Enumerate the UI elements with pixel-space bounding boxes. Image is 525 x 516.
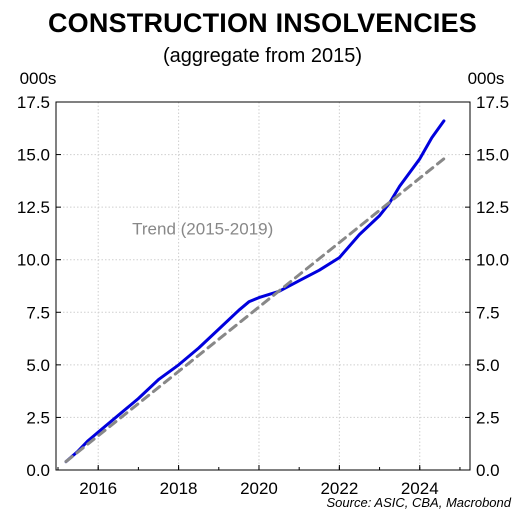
x-tick-label: 2022 <box>320 479 358 498</box>
source-note: Source: ASIC, CBA, Macrobond <box>326 495 512 510</box>
y-tick-label-right: 5.0 <box>476 356 500 375</box>
x-tick-label: 2024 <box>401 479 439 498</box>
y-tick-label-right: 7.5 <box>476 303 500 322</box>
plot-frame <box>55 101 471 471</box>
y-tick-label-right: 0.0 <box>476 461 500 480</box>
y-tick-label-right: 12.5 <box>476 198 509 217</box>
x-tick-label: 2016 <box>79 479 117 498</box>
x-tick-label: 2018 <box>160 479 198 498</box>
insolvencies-line <box>64 119 446 464</box>
series-group <box>64 119 446 464</box>
chart-labels: 0.0 0.0 2.5 2.5 5.0 5.0 7.5 7.5 10.0 10.0 12.5 12.5… <box>17 69 509 498</box>
y-tick-label-left: 10.0 <box>17 251 50 270</box>
y-tick-label-left: 12.5 <box>17 198 50 217</box>
y-tick-label-left: 2.5 <box>26 408 50 427</box>
chart-subtitle: (aggregate from 2015) <box>162 45 362 67</box>
y-unit-label-left: 000s <box>20 69 57 88</box>
trend-annotation: Trend (2015-2019) <box>132 219 273 238</box>
chart-title: CONSTRUCTION INSOLVENCIES <box>47 8 478 38</box>
x-tick-label: 2020 <box>240 479 278 498</box>
y-tick-label-right: 10.0 <box>476 251 509 270</box>
y-tick-label-left: 17.5 <box>17 93 50 112</box>
y-tick-label-right: 15.0 <box>476 146 509 165</box>
axes <box>56 101 470 471</box>
y-tick-label-left: 0.0 <box>26 461 50 480</box>
y-tick-label-right: 2.5 <box>476 408 500 427</box>
y-tick-label-right: 17.5 <box>476 93 509 112</box>
trend-line <box>64 157 446 464</box>
y-tick-label-left: 7.5 <box>26 303 50 322</box>
y-tick-label-left: 15.0 <box>17 146 50 165</box>
y-tick-label-left: 5.0 <box>26 356 50 375</box>
y-unit-label-right: 000s <box>468 69 505 88</box>
